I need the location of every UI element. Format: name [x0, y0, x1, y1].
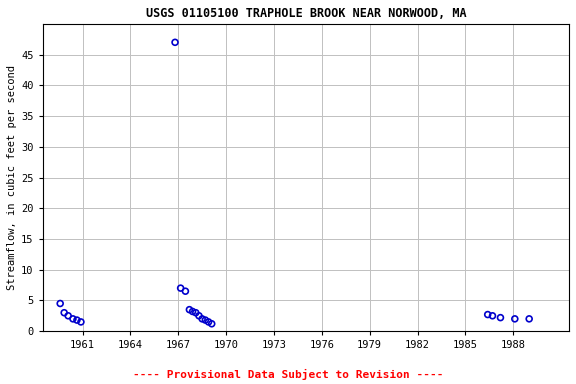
Point: [76, 319, 85, 325]
Title: USGS 01105100 TRAPHOLE BROOK NEAR NORWOOD, MA: USGS 01105100 TRAPHOLE BROOK NEAR NORWOO…: [146, 7, 466, 20]
Point: [181, 288, 190, 294]
Point: [63, 313, 73, 319]
Point: [204, 319, 213, 325]
Point: [198, 316, 207, 322]
Point: [59, 310, 69, 316]
Text: ---- Provisional Data Subject to Revision ----: ---- Provisional Data Subject to Revisio…: [132, 369, 444, 380]
Point: [55, 300, 65, 306]
Point: [73, 317, 82, 323]
Point: [488, 313, 497, 319]
Point: [170, 39, 180, 45]
Point: [185, 306, 194, 313]
Point: [483, 311, 492, 318]
Point: [496, 314, 505, 321]
Point: [188, 308, 197, 314]
Point: [207, 321, 217, 327]
Point: [201, 317, 210, 323]
Point: [69, 316, 78, 322]
Point: [525, 316, 534, 322]
Point: [510, 316, 520, 322]
Point: [176, 285, 185, 291]
Y-axis label: Streamflow, in cubic feet per second: Streamflow, in cubic feet per second: [7, 65, 17, 290]
Point: [191, 310, 200, 316]
Point: [194, 313, 203, 319]
